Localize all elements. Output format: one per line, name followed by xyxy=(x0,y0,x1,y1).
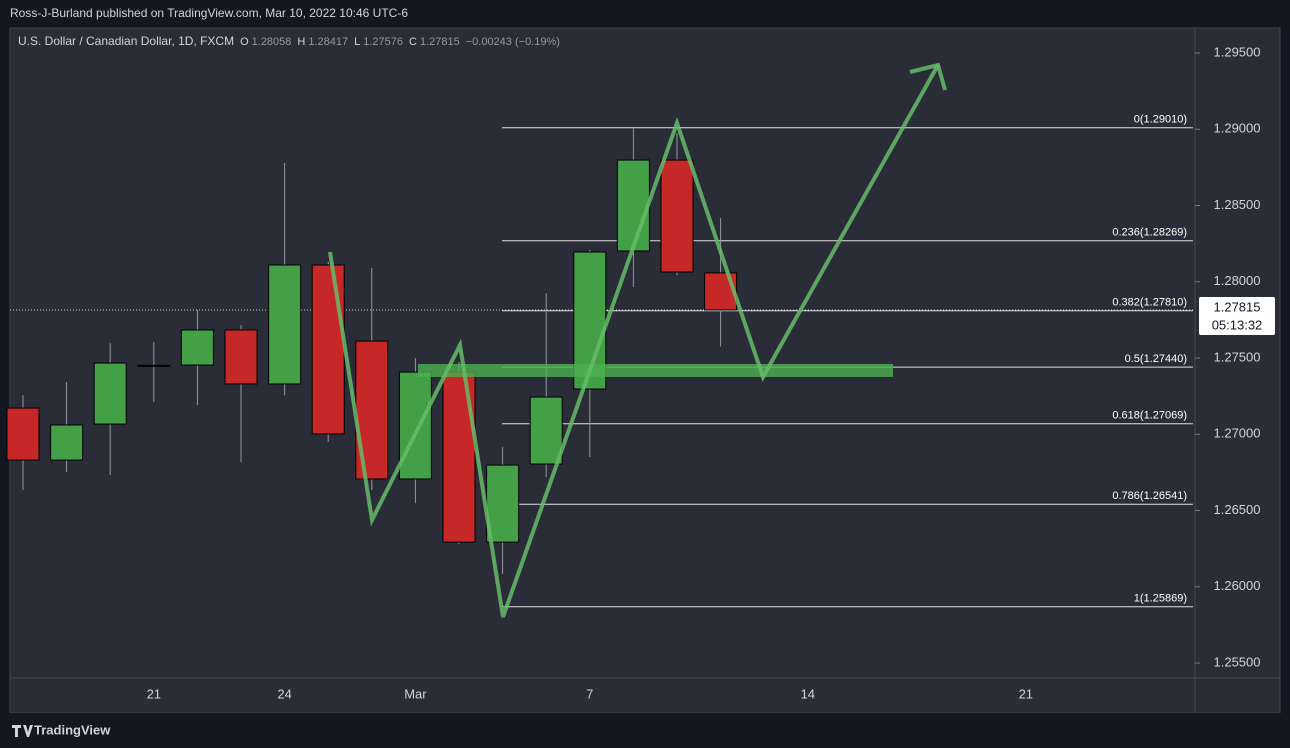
candle-body xyxy=(398,371,432,480)
candle-body xyxy=(180,329,214,366)
x-tick-label: 14 xyxy=(801,686,815,701)
y-tick-label: 1.27000 xyxy=(1214,426,1261,441)
ohlc-legend: U.S. Dollar / Canadian Dollar, 1D, FXCM O… xyxy=(18,34,560,48)
logo: TradingView xyxy=(34,722,111,737)
y-tick-label: 1.26500 xyxy=(1214,502,1261,517)
last-price-tag xyxy=(1199,296,1275,335)
countdown-label: 05:13:32 xyxy=(1212,317,1263,332)
fib-label: 0.236(1.28269) xyxy=(1112,227,1187,239)
logo-icon xyxy=(12,725,33,737)
fib-label: 0(1.29010) xyxy=(1134,114,1187,126)
y-tick-label: 1.25500 xyxy=(1214,654,1261,669)
fib-label: 0.382(1.27810) xyxy=(1112,297,1187,309)
footer xyxy=(0,713,1290,748)
legend-l: 1.27576 xyxy=(363,36,403,48)
candle-body xyxy=(50,424,84,461)
candle-body xyxy=(660,159,694,273)
legend-o: 1.28058 xyxy=(252,36,292,48)
legend-h-label: H xyxy=(297,36,305,48)
candle-body xyxy=(93,362,127,425)
candle-body xyxy=(616,159,650,252)
arrow-head xyxy=(909,62,947,91)
legend-symbol: U.S. Dollar / Canadian Dollar, 1D, FXCM xyxy=(18,34,234,48)
x-tick-label: Mar xyxy=(404,686,427,701)
projection-path xyxy=(328,64,940,618)
y-tick-label: 1.26000 xyxy=(1214,578,1261,593)
x-tick-label: 7 xyxy=(586,686,593,701)
fib-label: 1(1.25869) xyxy=(1134,593,1187,605)
y-tick-label: 1.28000 xyxy=(1214,273,1261,288)
fib-label: 0.5(1.27440) xyxy=(1125,353,1187,365)
y-tick-label: 1.28500 xyxy=(1214,197,1261,212)
publisher: Ross-J-Burland published on TradingView.… xyxy=(10,6,408,20)
legend-o-label: O xyxy=(240,36,249,48)
y-tick-label: 1.29000 xyxy=(1214,121,1261,136)
candle-body xyxy=(6,407,40,461)
x-tick-label: 21 xyxy=(147,686,161,701)
legend-c-label: C xyxy=(409,36,417,48)
candle-body xyxy=(224,329,258,385)
y-tick-label: 1.27500 xyxy=(1214,349,1261,364)
x-tick-label: 21 xyxy=(1019,686,1033,701)
drawings xyxy=(328,62,947,618)
candle-body xyxy=(268,264,302,385)
candle-body xyxy=(529,396,563,465)
legend-h: 1.28417 xyxy=(308,36,348,48)
candle-body xyxy=(311,264,345,435)
fib-label: 0.786(1.26541) xyxy=(1112,490,1187,502)
legend-c: 1.27815 xyxy=(420,36,460,48)
support-zone xyxy=(418,364,893,377)
x-tick-label: 24 xyxy=(277,686,291,701)
fib-label: 0.618(1.27069) xyxy=(1112,410,1187,422)
legend-change: −0.00243 (−0.19%) xyxy=(466,36,560,48)
last-price-label: 1.27815 xyxy=(1214,299,1261,314)
y-tick-label: 1.29500 xyxy=(1214,44,1261,59)
candle-body xyxy=(137,364,171,367)
candle-body xyxy=(486,464,520,543)
candle-body xyxy=(704,272,738,311)
legend-l-label: L xyxy=(354,36,360,48)
